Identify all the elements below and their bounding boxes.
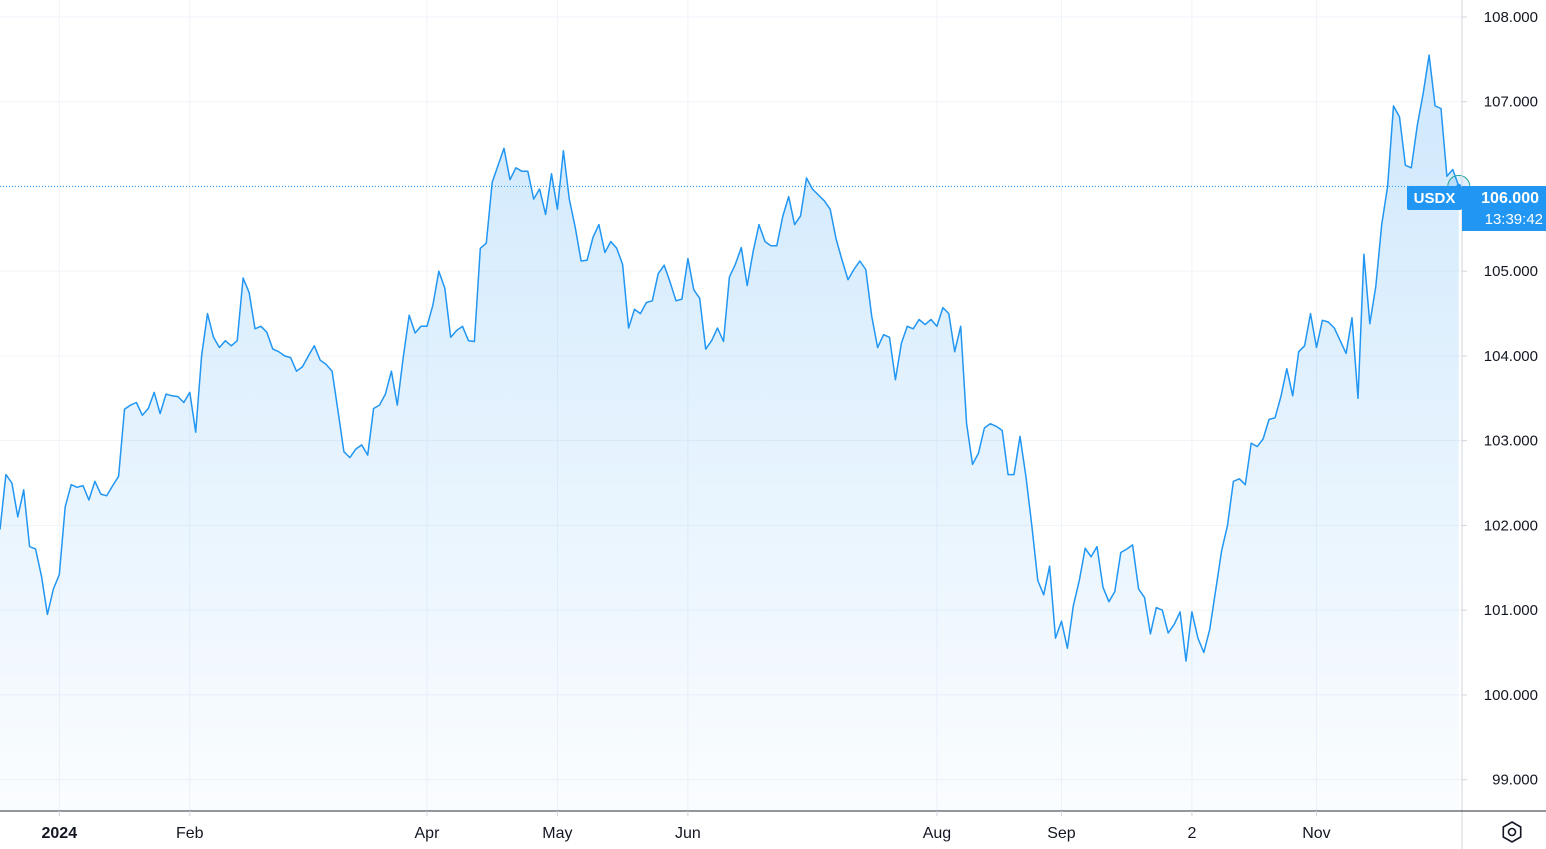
time-tick-label: Apr <box>415 825 441 842</box>
time-tick-label: 2024 <box>42 825 78 842</box>
symbol-badge <box>1407 186 1462 210</box>
price-tick-label: 108.000 <box>1484 9 1538 26</box>
price-tick-label: 103.000 <box>1484 433 1538 450</box>
price-tick-label: 100.000 <box>1484 687 1538 704</box>
series-line <box>0 54 1460 662</box>
time-axis: 2024 Feb Apr May Jun Aug Sep 2 Nov <box>42 811 1331 842</box>
plot-area <box>0 54 1471 812</box>
price-tick-label: 102.000 <box>1484 517 1538 534</box>
time-tick-label: 2 <box>1187 825 1196 842</box>
symbol-label: USDX <box>1414 190 1456 207</box>
time-tick-label: May <box>542 825 572 842</box>
price-badge <box>1462 186 1546 231</box>
time-tick-label: Sep <box>1047 825 1076 842</box>
time-tick-label: Feb <box>176 825 204 842</box>
chart-settings-icon[interactable] <box>1502 821 1522 843</box>
countdown-label: 13:39:42 <box>1485 211 1543 228</box>
price-axis: 108.000 107.000 105.000 104.000 103.000 102.0… <box>1462 9 1538 789</box>
price-tick-label: 104.000 <box>1484 348 1538 365</box>
price-tick-label: 107.000 <box>1484 94 1538 111</box>
last-price-badge: USDX 106.000 13:39:42 <box>1407 186 1546 231</box>
time-tick-label: Jun <box>675 825 701 842</box>
price-tick-label: 101.000 <box>1484 602 1538 619</box>
series-area <box>0 55 1459 812</box>
price-tick-label: 99.000 <box>1492 772 1538 789</box>
last-price-label: 106.000 <box>1481 190 1539 207</box>
time-tick-label: Nov <box>1302 825 1330 842</box>
price-tick-label: 105.000 <box>1484 263 1538 280</box>
time-tick-label: Aug <box>923 825 951 842</box>
